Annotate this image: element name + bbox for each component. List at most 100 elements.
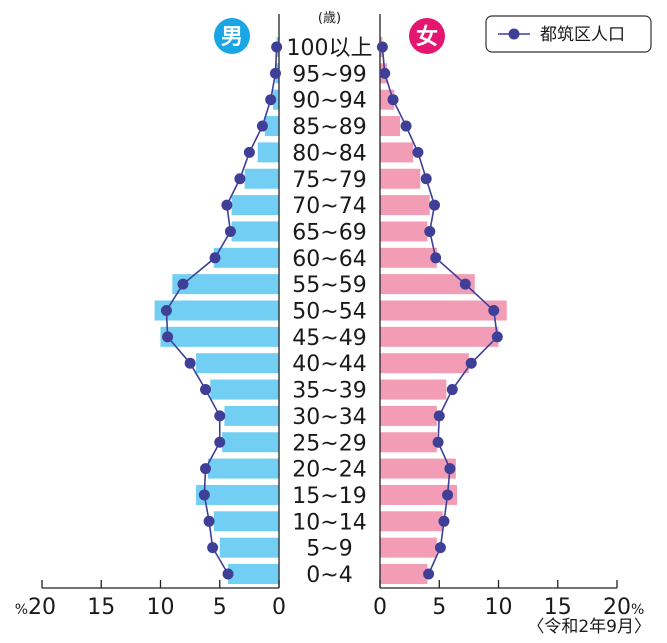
male-population-point bbox=[243, 146, 255, 158]
male-population-point bbox=[203, 515, 215, 527]
female-tick-label: 10 bbox=[485, 595, 513, 620]
female-population-point bbox=[488, 305, 500, 316]
male-tick-label: 0 bbox=[272, 595, 286, 620]
male-population-point bbox=[269, 67, 281, 79]
age-label: 50~54 bbox=[292, 300, 366, 325]
male-bar bbox=[213, 247, 279, 268]
age-label: 30~34 bbox=[292, 405, 366, 430]
x-unit-left: % bbox=[15, 602, 28, 618]
male-bar bbox=[154, 300, 279, 321]
male-population-point bbox=[271, 41, 283, 53]
male-population-point bbox=[265, 94, 277, 106]
female-bar bbox=[380, 116, 401, 137]
male-population-point bbox=[214, 436, 226, 448]
female-bar bbox=[380, 353, 469, 374]
age-label: 70~74 bbox=[292, 194, 366, 219]
legend-point-swatch bbox=[508, 28, 520, 40]
male-population-point bbox=[198, 489, 210, 501]
female-population-point bbox=[433, 410, 445, 422]
male-bars bbox=[154, 37, 279, 584]
female-population-point bbox=[459, 278, 471, 290]
age-label: 80~84 bbox=[292, 141, 366, 166]
female-bar bbox=[380, 247, 437, 268]
female-bars bbox=[380, 37, 507, 584]
male-bar bbox=[196, 484, 279, 505]
female-population-point bbox=[438, 515, 450, 527]
female-tick-label: 15 bbox=[544, 595, 572, 620]
male-population-point bbox=[184, 357, 196, 369]
male-bar bbox=[231, 221, 279, 242]
age-label: 95~99 bbox=[292, 62, 366, 87]
male-badge bbox=[214, 18, 250, 54]
female-bar bbox=[380, 458, 456, 479]
female-bar bbox=[380, 432, 437, 453]
male-tick-label: 15 bbox=[87, 595, 115, 620]
male-population-point bbox=[207, 542, 219, 554]
x-unit-right: % bbox=[631, 602, 644, 618]
age-label: 35~39 bbox=[292, 379, 366, 404]
male-population-point bbox=[200, 463, 212, 475]
male-population-point bbox=[209, 252, 221, 264]
female-bar bbox=[380, 300, 507, 321]
legend-label: 都筑区人口 bbox=[540, 25, 625, 45]
male-population-point bbox=[177, 278, 189, 290]
female-bar bbox=[380, 511, 443, 532]
male-bar bbox=[228, 564, 279, 584]
female-badge bbox=[409, 18, 445, 54]
male-bar bbox=[172, 274, 279, 295]
female-population-point bbox=[424, 225, 436, 237]
male-bar bbox=[219, 537, 279, 558]
date-label: 〈令和2年9月〉 bbox=[527, 617, 651, 637]
female-population-point bbox=[434, 542, 446, 554]
female-population-point bbox=[376, 41, 388, 53]
age-label: 10~14 bbox=[292, 510, 366, 535]
male-population-point bbox=[234, 173, 246, 185]
male-bar bbox=[222, 432, 279, 453]
age-label: 85~89 bbox=[292, 115, 366, 140]
male-bar bbox=[231, 195, 279, 216]
age-label: 0~4 bbox=[306, 563, 352, 588]
female-badge-label: 女 bbox=[416, 24, 438, 50]
legend-box bbox=[485, 15, 652, 53]
female-population-point bbox=[432, 436, 444, 448]
female-bar bbox=[380, 484, 458, 505]
female-population-point bbox=[442, 489, 454, 501]
female-bar bbox=[380, 168, 421, 189]
female-bar bbox=[380, 326, 499, 347]
male-tick-label: 20 bbox=[28, 595, 56, 620]
female-tick-label: 0 bbox=[373, 595, 387, 620]
female-bar bbox=[380, 195, 430, 216]
male-population-point bbox=[224, 225, 236, 237]
age-label: 25~29 bbox=[292, 431, 366, 456]
male-population-point bbox=[221, 199, 233, 211]
female-population-point bbox=[412, 146, 424, 158]
age-label: 15~19 bbox=[292, 484, 366, 509]
male-bar bbox=[160, 326, 279, 347]
female-tick-label: 20 bbox=[603, 595, 631, 620]
female-population-point bbox=[430, 252, 442, 264]
male-population-point bbox=[214, 410, 226, 422]
age-label: 65~69 bbox=[292, 220, 366, 245]
male-badge-label: 男 bbox=[221, 25, 243, 50]
population-lines bbox=[160, 41, 503, 580]
male-bar bbox=[224, 405, 279, 426]
age-label: 45~49 bbox=[292, 326, 366, 351]
female-population-point bbox=[446, 384, 458, 396]
female-population-point bbox=[423, 568, 435, 580]
female-bar bbox=[380, 221, 428, 242]
age-label: 55~59 bbox=[292, 273, 366, 298]
female-population-point bbox=[429, 199, 441, 211]
age-label: 40~44 bbox=[292, 352, 366, 377]
age-label: 90~94 bbox=[292, 89, 366, 114]
male-population-point bbox=[162, 331, 174, 343]
male-population-point bbox=[256, 120, 268, 132]
female-population-point bbox=[400, 120, 412, 132]
female-tick-label: 5 bbox=[432, 595, 446, 620]
headers: (歳) 男 女 bbox=[214, 11, 445, 54]
male-population-point bbox=[222, 568, 234, 580]
female-population-point bbox=[444, 463, 456, 475]
male-tick-label: 10 bbox=[147, 595, 175, 620]
